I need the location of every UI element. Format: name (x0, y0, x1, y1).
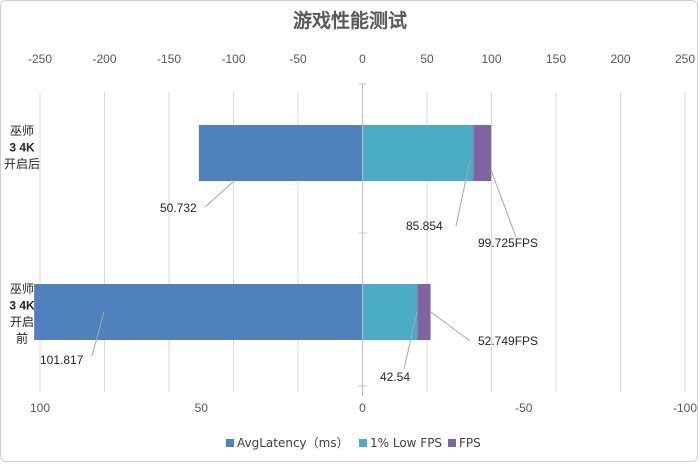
category-label: 3 4K (9, 141, 35, 155)
bottom-axis-tick-label: 0 (359, 401, 366, 415)
data-label-fps: 52.749FPS (478, 334, 538, 348)
legend-entry: AvgLatency（ms） (237, 436, 349, 450)
legend-entry: 1% Low FPS (370, 436, 442, 450)
top-axis-tick-label: 200 (610, 52, 630, 66)
leader-line (490, 169, 517, 238)
top-axis-tick-label: 250 (675, 52, 695, 66)
bottom-axis-tick-label: -100 (673, 401, 697, 415)
data-label-fps: 99.725FPS (478, 236, 538, 250)
legend-swatch (448, 439, 456, 447)
leader-line (430, 311, 471, 342)
legend-swatch (359, 439, 367, 447)
category-label: 巫师 (10, 282, 34, 296)
leader-line (204, 181, 234, 208)
legend-swatch (226, 439, 234, 447)
data-label-1pct-low-fps: 42.54 (380, 370, 410, 384)
category-label: 巫师 (10, 124, 34, 138)
data-label-avg-latency: 101.817 (40, 353, 84, 367)
top-axis-tick-label: -250 (28, 52, 52, 66)
leader-line (91, 311, 105, 357)
bar-fps (473, 125, 492, 181)
legend-entry: FPS (459, 436, 481, 450)
leader-line (455, 159, 471, 227)
category-label: 开启 (10, 315, 34, 329)
top-axis-tick-label: 50 (420, 52, 434, 66)
data-label-1pct-low-fps: 85.854 (406, 219, 443, 233)
top-axis-tick-label: -100 (221, 52, 245, 66)
bar-avg-latency (34, 284, 363, 340)
top-axis-tick-label: -50 (289, 52, 307, 66)
leader-line (403, 311, 418, 370)
data-label-avg-latency: 50.732 (160, 201, 197, 215)
top-axis-tick-label: -150 (157, 52, 181, 66)
category-label: 前 (16, 331, 28, 346)
top-axis-tick-label: 150 (546, 52, 566, 66)
top-axis-tick-label: 0 (359, 52, 366, 66)
bottom-axis-tick-label: 50 (195, 401, 209, 415)
bar-avg-latency (198, 125, 363, 181)
chart-title: 游戏性能测试 (293, 9, 407, 32)
top-axis-tick-label: 100 (481, 52, 501, 66)
category-label: 开启后 (4, 157, 40, 171)
bar-1pct-low-fps (362, 284, 418, 340)
bar-1pct-low-fps (362, 125, 474, 181)
category-label: 3 4K (9, 299, 35, 313)
top-axis-tick-label: -200 (92, 52, 116, 66)
bar-fps (417, 284, 431, 340)
bottom-axis-tick-label: -50 (515, 401, 533, 415)
bottom-axis-tick-label: 100 (30, 401, 50, 415)
